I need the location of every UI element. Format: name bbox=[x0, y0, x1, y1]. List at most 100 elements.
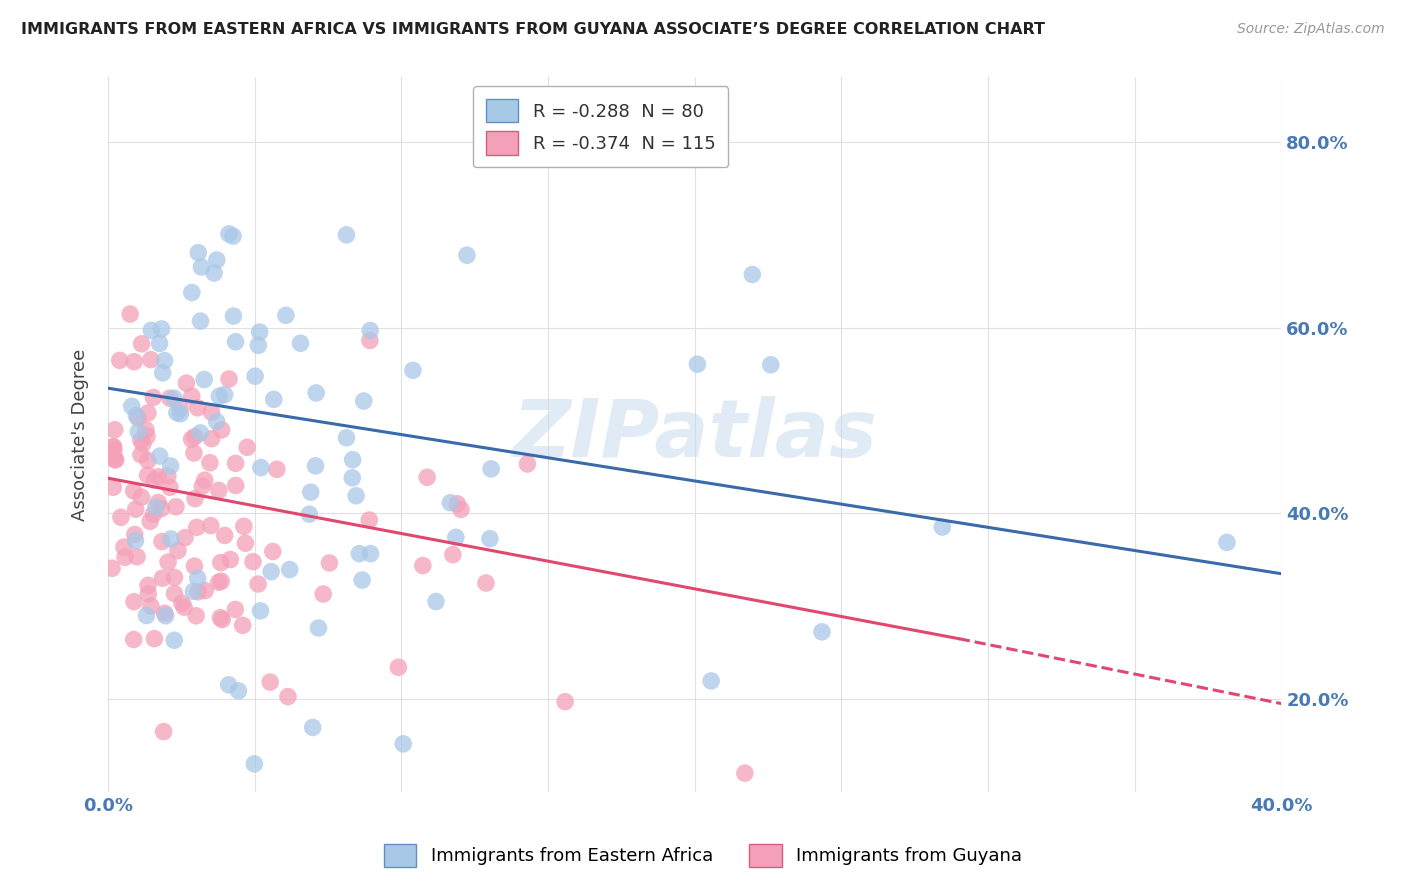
Point bbox=[141, 323, 163, 337]
Point bbox=[150, 322, 173, 336]
Point bbox=[184, 608, 207, 623]
Point bbox=[184, 491, 207, 506]
Point bbox=[342, 452, 364, 467]
Point bbox=[129, 434, 152, 448]
Point bbox=[225, 478, 247, 492]
Point bbox=[200, 432, 222, 446]
Point bbox=[136, 429, 159, 443]
Point bbox=[112, 540, 135, 554]
Point bbox=[103, 450, 125, 464]
Point bbox=[169, 401, 191, 416]
Text: ZIPatlas: ZIPatlas bbox=[512, 395, 877, 474]
Point bbox=[131, 336, 153, 351]
Point bbox=[218, 678, 240, 692]
Point bbox=[416, 470, 439, 484]
Y-axis label: Associate's Degree: Associate's Degree bbox=[72, 349, 89, 521]
Point bbox=[193, 372, 215, 386]
Point bbox=[186, 520, 208, 534]
Point bbox=[516, 457, 538, 471]
Point bbox=[114, 550, 136, 565]
Point bbox=[142, 391, 165, 405]
Point bbox=[290, 336, 312, 351]
Point bbox=[127, 410, 149, 425]
Point bbox=[1216, 535, 1239, 549]
Point bbox=[135, 423, 157, 437]
Point bbox=[180, 285, 202, 300]
Point bbox=[129, 448, 152, 462]
Point bbox=[125, 549, 148, 564]
Point bbox=[108, 353, 131, 368]
Point bbox=[194, 473, 217, 487]
Point bbox=[104, 423, 127, 437]
Point bbox=[167, 543, 190, 558]
Point bbox=[152, 724, 174, 739]
Point bbox=[741, 268, 763, 282]
Point bbox=[103, 440, 125, 454]
Point bbox=[247, 338, 270, 352]
Point bbox=[132, 436, 155, 450]
Point bbox=[263, 392, 285, 407]
Point bbox=[931, 520, 953, 534]
Point bbox=[305, 386, 328, 401]
Point bbox=[136, 468, 159, 483]
Point bbox=[208, 389, 231, 403]
Point bbox=[125, 409, 148, 423]
Point bbox=[734, 766, 756, 780]
Point bbox=[143, 473, 166, 487]
Point bbox=[136, 587, 159, 601]
Point bbox=[120, 307, 142, 321]
Point bbox=[359, 323, 381, 337]
Point bbox=[205, 415, 228, 429]
Point bbox=[145, 500, 167, 515]
Point bbox=[187, 584, 209, 599]
Point bbox=[304, 458, 326, 473]
Point bbox=[190, 425, 212, 440]
Point bbox=[103, 443, 125, 458]
Point bbox=[236, 440, 259, 454]
Point bbox=[759, 358, 782, 372]
Point bbox=[211, 423, 233, 437]
Point bbox=[103, 480, 125, 494]
Point bbox=[218, 372, 240, 386]
Point bbox=[353, 394, 375, 409]
Point bbox=[148, 470, 170, 484]
Point bbox=[446, 497, 468, 511]
Point bbox=[318, 556, 340, 570]
Point bbox=[342, 471, 364, 485]
Point bbox=[308, 621, 330, 635]
Point bbox=[360, 547, 382, 561]
Point bbox=[190, 260, 212, 274]
Point bbox=[209, 610, 232, 624]
Point bbox=[187, 571, 209, 585]
Point bbox=[169, 407, 191, 421]
Point bbox=[136, 453, 159, 467]
Point bbox=[187, 401, 209, 415]
Point bbox=[243, 369, 266, 384]
Point bbox=[174, 531, 197, 545]
Point bbox=[301, 721, 323, 735]
Point bbox=[225, 334, 247, 349]
Point bbox=[176, 376, 198, 391]
Point bbox=[180, 432, 202, 446]
Point bbox=[228, 683, 250, 698]
Point bbox=[205, 252, 228, 267]
Point bbox=[173, 600, 195, 615]
Point bbox=[243, 756, 266, 771]
Point bbox=[299, 485, 322, 500]
Point bbox=[135, 608, 157, 623]
Point bbox=[208, 575, 231, 590]
Point bbox=[148, 336, 170, 351]
Point bbox=[163, 570, 186, 584]
Point bbox=[441, 548, 464, 562]
Point bbox=[163, 633, 186, 648]
Point bbox=[153, 353, 176, 368]
Point bbox=[191, 479, 214, 493]
Point bbox=[165, 500, 187, 514]
Point bbox=[811, 624, 834, 639]
Point bbox=[686, 357, 709, 371]
Point bbox=[183, 446, 205, 460]
Point bbox=[150, 501, 173, 516]
Point bbox=[121, 399, 143, 413]
Point bbox=[104, 453, 127, 467]
Point bbox=[214, 387, 236, 401]
